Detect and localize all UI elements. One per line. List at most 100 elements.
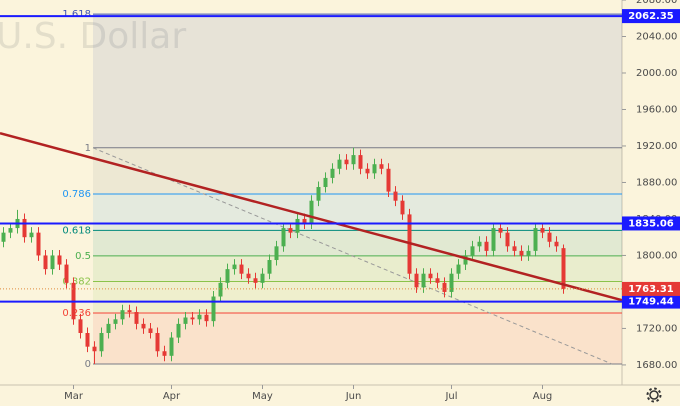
fib-band <box>93 313 622 365</box>
candle-body <box>330 168 335 178</box>
candle-body <box>43 255 48 270</box>
fib-label: 0.786 <box>62 189 91 200</box>
y-tick-label: 2000.00 <box>636 68 677 79</box>
candle-body <box>288 228 293 233</box>
candle-body <box>456 264 461 274</box>
candle-body <box>344 159 349 165</box>
candle-body <box>435 278 440 283</box>
x-tick-label: Aug <box>533 391 553 402</box>
fib-label: 0.382 <box>62 276 91 287</box>
candle-body <box>1 232 6 242</box>
fib-label: 1.618 <box>62 9 91 20</box>
x-tick-label: Apr <box>163 391 181 402</box>
candle-body <box>491 228 496 251</box>
candle-body <box>8 228 13 233</box>
candle-body <box>421 273 426 288</box>
price-label: 1749.44 <box>628 297 674 308</box>
candle-body <box>57 255 62 265</box>
candle-body <box>351 155 356 165</box>
candle-body <box>470 246 475 256</box>
candle-body <box>414 273 419 288</box>
candle-body <box>85 332 90 347</box>
x-tick-label: Jul <box>444 391 457 402</box>
candle-body <box>190 317 195 320</box>
candle-body <box>155 332 160 352</box>
y-tick-label: 2040.00 <box>636 31 677 42</box>
candle-body <box>274 246 279 261</box>
price-label-box <box>622 216 680 231</box>
candle-body <box>554 241 559 247</box>
fib-band <box>93 147 622 195</box>
candle-body <box>400 200 405 215</box>
candle-body <box>477 241 482 247</box>
candle-body <box>316 187 321 201</box>
candle-body <box>141 323 146 329</box>
candle-body <box>232 264 237 270</box>
candle-body <box>463 255 468 265</box>
candle-body <box>365 168 370 174</box>
candle-body <box>386 168 391 192</box>
candle-body <box>239 264 244 274</box>
candle-body <box>512 246 517 251</box>
fib-diagonal <box>92 147 613 365</box>
candle-body <box>267 260 272 274</box>
candle-body <box>92 346 97 352</box>
candle-body <box>197 314 202 320</box>
candle-body <box>113 319 118 324</box>
candle-body <box>505 232 510 247</box>
y-tick-label: 1880.00 <box>636 177 677 188</box>
fib-band <box>93 281 622 314</box>
fib-label: 0.5 <box>75 251 91 262</box>
candle-body <box>183 317 188 324</box>
watermark-title: U.S. Dollar <box>0 16 186 57</box>
x-tick-label: May <box>252 391 273 402</box>
candle-body <box>302 218 307 224</box>
candle-body <box>204 314 209 322</box>
candle-body <box>498 228 503 233</box>
candle-body <box>120 310 125 320</box>
candle-body <box>99 332 104 352</box>
candle-body <box>484 241 489 251</box>
candle-body <box>134 312 139 324</box>
candle-body <box>442 282 447 292</box>
candle-body <box>449 273 454 292</box>
candle-body <box>50 255 55 270</box>
price-label: 1835.06 <box>628 218 674 229</box>
gear-ring <box>649 390 659 400</box>
candle-body <box>148 328 153 333</box>
candle-body <box>36 232 41 256</box>
candle-body <box>169 337 174 356</box>
candle-body <box>211 296 216 322</box>
candle-body <box>323 177 328 188</box>
candle-body <box>162 351 167 356</box>
candle-body <box>540 228 545 233</box>
settings-icon[interactable] <box>646 387 662 403</box>
y-tick-label: 1800.00 <box>636 250 677 261</box>
fib-band <box>93 14 622 148</box>
candle-body <box>29 232 34 238</box>
candle-body <box>127 310 132 313</box>
x-tick-label: Mar <box>64 391 84 402</box>
candle-body <box>78 319 83 333</box>
candle-body <box>358 155 363 169</box>
candle-body <box>106 323 111 333</box>
candle-body <box>379 164 384 169</box>
price-label: 2062.35 <box>628 11 674 22</box>
y-tick-label: 1720.00 <box>636 323 677 334</box>
x-tick-label: Jun <box>345 391 362 402</box>
gear-teeth <box>646 387 662 403</box>
candle-body <box>281 228 286 247</box>
y-tick-label: 2080.00 <box>636 0 677 6</box>
fib-label: 0.236 <box>62 308 91 319</box>
candle-body <box>295 218 300 233</box>
y-tick-label: 1960.00 <box>636 104 677 115</box>
candle-body <box>519 250 524 256</box>
fib-label: 0 <box>85 359 91 370</box>
fib-label: 0.618 <box>62 225 91 236</box>
candle-body <box>22 218 27 238</box>
candle-body <box>253 278 258 283</box>
candle-body <box>309 200 314 224</box>
candle-body <box>337 159 342 169</box>
